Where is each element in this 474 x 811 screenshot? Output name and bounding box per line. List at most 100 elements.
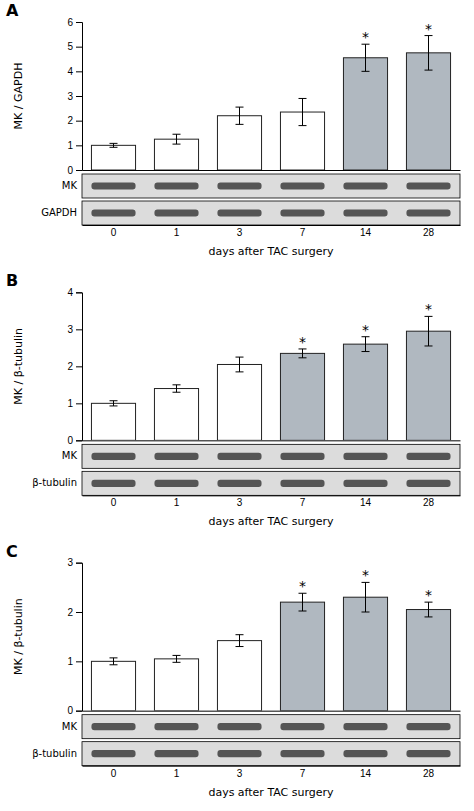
bar [406,610,450,711]
gel-strip [82,174,460,198]
error-bar [362,44,370,71]
error-bar-stem [113,401,114,406]
x-tick: 0 [111,766,117,779]
gel-background [82,444,460,468]
y-tick: 2 [67,361,82,372]
x-tick-label: 0 [111,497,117,508]
gel-band [343,453,387,460]
x-tick: 7 [300,495,306,508]
y-axis: 0 1 2 3 [67,557,82,716]
gel-band [343,723,387,730]
y-tick-mark [76,47,82,48]
gel-band [91,480,135,487]
x-tick: 1 [174,766,180,779]
y-axis-line [76,563,83,711]
y-tick-mark [76,661,82,662]
y-axis-title: MK / β-tubulin [12,598,25,675]
error-bar-stem [113,658,114,665]
significance-mark: * [362,322,369,338]
x-tick: 1 [174,495,180,508]
y-tick-mark [76,96,82,97]
error-bar [110,401,118,406]
y-tick-mark [76,121,82,122]
band-label: MK [62,450,78,461]
x-tick: 7 [300,766,306,779]
plot-area [91,582,450,710]
panel-label: C [6,542,18,561]
band-label: β-tubulin [32,477,77,488]
x-tick-label: 1 [174,497,180,508]
gel-band [343,480,387,487]
x-axis-title: days after TAC surgery [208,245,334,258]
y-axis: 0 1 2 3 4 [67,287,82,446]
error-bar-cap [299,125,307,126]
category-axis: 01371428 [83,225,461,238]
bar [217,641,261,711]
error-bar-cap [173,655,181,656]
y-tick: 1 [67,398,82,409]
plot-area [91,36,450,170]
error-bar-stem [428,36,429,71]
y-tick-mark [76,329,82,330]
bar [280,353,324,440]
error-bar-cap [236,124,244,125]
significance-mark: * [299,578,306,594]
y-tick-mark [76,366,82,367]
x-tick-label: 0 [111,227,117,238]
x-tick: 14 [360,225,372,238]
bar [217,364,261,440]
bar [217,116,261,170]
x-tick: 28 [423,495,435,508]
y-tick-label: 1 [67,656,73,667]
x-tick-label: 14 [360,227,372,238]
error-bar-stem [302,349,303,358]
plot-area [91,316,450,440]
y-tick-label: 1 [67,140,73,151]
y-tick-label: 3 [67,324,73,335]
y-tick: 4 [67,287,82,298]
x-axis-title: days after TAC surgery [208,515,334,528]
bar [280,602,324,711]
gel-band [91,182,135,189]
y-tick-mark [76,612,82,613]
significance-mark: * [362,567,369,583]
error-bar-cap [236,371,244,372]
error-bar-cap [110,657,118,658]
bar [343,597,387,710]
y-tick: 0 [67,165,82,176]
error-bar [173,385,181,392]
error-bar-stem [365,44,366,71]
x-tick-label: 1 [174,768,180,779]
gel-band [217,750,261,757]
gel-background [82,174,460,198]
y-tick-label: 0 [67,435,73,446]
y-tick: 2 [67,607,82,618]
y-tick-label: 0 [67,705,73,716]
bar [154,139,198,170]
gel-band [406,453,450,460]
y-tick-mark [76,403,82,404]
panel: 0123456**MK / GAPDHAMKGAPDH01371428days … [6,1,461,258]
gel-band [280,182,324,189]
x-tick-label: 7 [300,227,306,238]
x-tick-label: 1 [174,227,180,238]
y-tick: 5 [67,41,82,52]
gel-band [406,750,450,757]
x-tick: 28 [423,766,435,779]
gel-band [406,209,450,216]
y-tick-label: 3 [67,557,73,568]
error-bar [362,582,370,612]
x-tick: 3 [237,225,243,238]
error-bar-cap [173,134,181,135]
x-tick: 3 [237,766,243,779]
y-tick-mark [76,22,82,23]
y-tick: 2 [67,115,82,126]
x-tick-label: 7 [300,768,306,779]
error-bar-stem [365,337,366,352]
gel-band [154,750,198,757]
error-bar [425,602,433,617]
error-bar [362,337,370,352]
error-bar-stem [176,385,177,392]
x-axis-line [83,440,461,441]
y-tick: 6 [67,17,82,28]
